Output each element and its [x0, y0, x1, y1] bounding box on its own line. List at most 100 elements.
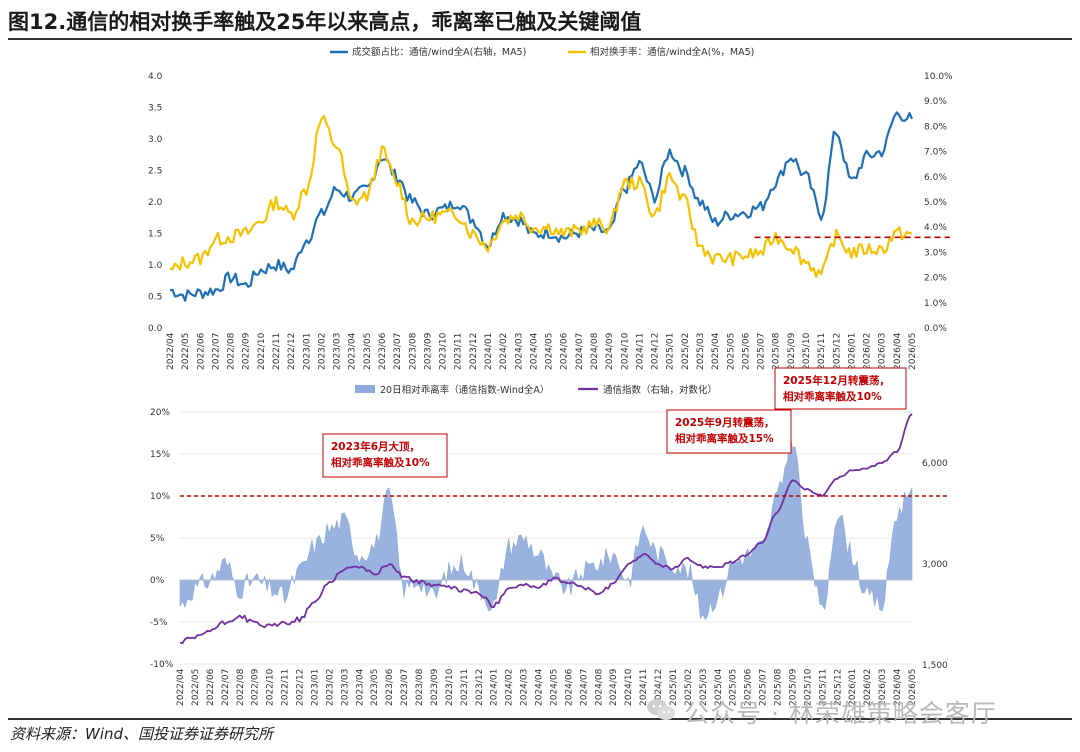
top-x-tick: 2025/07 — [757, 333, 767, 370]
bottom-x-tick: 2023/10 — [445, 668, 455, 706]
bottom-y-left-tick: -5% — [150, 618, 168, 628]
annotation-text: 相对乖离率触及15% — [675, 432, 774, 445]
top-y-left-tick: 2.0 — [148, 198, 163, 208]
top-x-tick: 2025/03 — [696, 333, 706, 370]
bottom-x-tick: 2025/02 — [684, 669, 694, 706]
bottom-x-tick: 2024/09 — [609, 668, 619, 706]
series-area-deviation — [179, 433, 913, 621]
wechat-icon — [647, 699, 675, 720]
annotation-box — [322, 433, 448, 478]
top-x-tick: 2023/08 — [408, 332, 418, 370]
bottom-legend-label-area: 20日相对乖离率（通信指数-Wind全A） — [380, 384, 549, 396]
top-x-tick: 2024/05 — [545, 333, 555, 370]
bottom-x-tick: 2022/11 — [281, 669, 291, 706]
top-x-tick: 2024/10 — [620, 332, 630, 370]
top-chart: 4.0 3.5 3.0 2.5 2.0 1.5 1.0 0.5 0.0 10.0% 9.0% 8.0%… — [148, 46, 953, 370]
top-x-tick: 2023/12 — [469, 333, 479, 370]
bottom-x-tick: 2025/10 — [803, 668, 813, 706]
bottom-x-tick: 2024/06 — [564, 668, 574, 706]
top-y-right-tick: 3.0% — [924, 248, 947, 258]
top-y-right-tick: 1.0% — [924, 299, 947, 309]
top-y-right-tick: 10.0% — [924, 72, 953, 82]
top-x-tick: 2026/05 — [908, 333, 918, 370]
bottom-y-left-tick: 15% — [150, 450, 170, 460]
top-x-tick: 2023/10 — [439, 332, 449, 370]
bottom-y-left-tick: 5% — [150, 534, 165, 544]
bottom-x-tick: 2024/03 — [520, 669, 530, 706]
top-x-tick: 2025/04 — [711, 332, 721, 370]
top-y-right-tick: 2.0% — [924, 274, 947, 284]
top-x-tick: 2024/09 — [605, 332, 615, 370]
top-x-tick: 2025/08 — [772, 332, 782, 370]
bottom-y-right-tick: 1,500 — [922, 661, 948, 671]
top-y-right-tick: 9.0% — [924, 97, 947, 107]
bottom-x-tick: 2022/08 — [236, 668, 246, 706]
top-y-left-tick: 0.0 — [148, 324, 163, 334]
bottom-x-tick: 2025/05 — [729, 669, 739, 706]
top-legend-label-blue: 成交额占比：通信/wind全A(右轴，MA5) — [352, 46, 526, 58]
top-legend-label-gold: 相对换手率：通信/wind全A(%，MA5) — [590, 46, 754, 58]
bottom-x-tick: 2022/10 — [266, 668, 276, 706]
bottom-x-tick: 2026/02 — [863, 669, 873, 706]
top-x-tick: 2025/01 — [666, 333, 676, 370]
top-x-tick: 2022/09 — [242, 332, 252, 370]
bottom-x-tick: 2025/08 — [774, 668, 784, 706]
bottom-x-tick: 2022/06 — [206, 668, 216, 706]
bottom-legend-label-line: 通信指数（右轴，对数化） — [603, 384, 717, 396]
annotation-box — [774, 367, 907, 410]
top-y-right-tick: 7.0% — [924, 148, 947, 158]
bottom-x-tick: 2022/12 — [296, 669, 306, 706]
title-rule — [8, 38, 1072, 40]
bottom-x-tick: 2023/01 — [310, 669, 320, 706]
bottom-x-tick: 2024/05 — [549, 669, 559, 706]
bottom-x-tick: 2023/02 — [325, 669, 335, 706]
annotation-text: 相对乖离率触及10% — [783, 390, 882, 403]
bottom-x-tick: 2024/11 — [639, 669, 649, 706]
top-x-tick: 2024/02 — [499, 333, 509, 370]
top-x-tick: 2023/04 — [348, 332, 358, 370]
top-x-tick: 2023/07 — [393, 333, 403, 370]
top-y-left-tick: 0.5 — [148, 293, 162, 303]
series-line-turnover-share — [169, 111, 914, 302]
bottom-x-tick: 2024/01 — [490, 669, 500, 706]
bottom-x-tick: 2022/05 — [191, 669, 201, 706]
top-x-tick: 2023/03 — [333, 333, 343, 370]
top-x-tick: 2023/01 — [302, 333, 312, 370]
bottom-x-tick: 2022/09 — [251, 668, 261, 706]
bottom-x-tick: 2025/06 — [744, 668, 754, 706]
top-y-left-tick: 1.0 — [148, 261, 163, 271]
top-x-tick: 2024/03 — [514, 333, 524, 370]
top-x-tick: 2024/06 — [560, 332, 570, 370]
top-x-tick: 2022/06 — [196, 332, 206, 370]
top-x-tick: 2022/04 — [166, 332, 176, 370]
top-x-tick: 2024/01 — [484, 333, 494, 370]
bottom-x-tick: 2022/04 — [176, 668, 186, 706]
watermark: 公众号 · 林荣雄策略会客厅 — [684, 699, 997, 728]
bottom-x-tick: 2023/12 — [475, 669, 485, 706]
bottom-x-tick: 2024/08 — [594, 668, 604, 706]
top-y-left-tick: 4.0 — [148, 72, 163, 82]
top-y-right-tick: 6.0% — [924, 173, 947, 183]
bottom-y-left-tick: 10% — [150, 492, 170, 502]
top-x-tick: 2022/05 — [181, 333, 191, 370]
top-x-tick: 2026/02 — [863, 333, 873, 370]
bottom-y-right-tick: 3,000 — [922, 560, 948, 570]
top-x-tick: 2022/10 — [257, 332, 267, 370]
top-x-tick: 2023/11 — [454, 333, 464, 370]
bottom-x-tick: 2026/03 — [878, 669, 888, 706]
annotation-text: 2025年12月转震荡， — [783, 374, 890, 387]
bottom-x-tick: 2025/03 — [699, 669, 709, 706]
top-x-tick: 2026/01 — [847, 333, 857, 370]
series-line-relative-turnover — [169, 115, 913, 278]
annotation-box — [666, 409, 792, 454]
bottom-x-tick: 2023/06 — [385, 668, 395, 706]
top-x-tick: 2022/08 — [227, 332, 237, 370]
top-x-tick: 2025/11 — [817, 333, 827, 370]
top-x-tick: 2025/12 — [832, 333, 842, 370]
top-y-left-tick: 2.5 — [148, 167, 162, 177]
top-x-tick: 2024/11 — [635, 333, 645, 370]
top-x-tick: 2023/06 — [378, 332, 388, 370]
bottom-x-tick: 2026/04 — [893, 668, 903, 706]
top-x-tick: 2025/02 — [681, 333, 691, 370]
